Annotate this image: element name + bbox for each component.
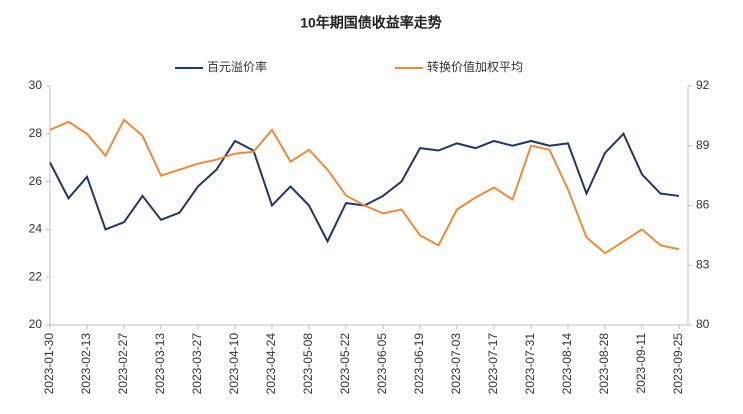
y-tick-label: 24 bbox=[29, 222, 43, 236]
legend-label: 百元溢价率 bbox=[207, 59, 267, 74]
y-tick-label: 28 bbox=[29, 126, 43, 140]
y2-tick-label: 86 bbox=[696, 198, 710, 212]
x-tick-label: 2023-03-13 bbox=[153, 333, 167, 395]
x-tick-label: 2023-08-28 bbox=[597, 333, 611, 395]
x-tick-label: 2023-02-27 bbox=[116, 333, 130, 395]
x-tick-label: 2023-05-08 bbox=[301, 333, 315, 395]
x-tick-label: 2023-08-14 bbox=[560, 333, 574, 395]
x-tick-label: 2023-07-17 bbox=[486, 333, 500, 395]
series-line bbox=[49, 132, 680, 244]
y-tick-label: 22 bbox=[29, 269, 43, 283]
legend-label: 转换价值加权平均 bbox=[427, 59, 523, 74]
x-tick-label: 2023-04-24 bbox=[264, 333, 278, 395]
y2-tick-label: 92 bbox=[696, 78, 710, 92]
x-tick-label: 2023-04-10 bbox=[227, 333, 241, 395]
y2-tick-label: 83 bbox=[696, 257, 710, 271]
x-tick-label: 2023-05-22 bbox=[338, 333, 352, 395]
x-tick-label: 2023-06-05 bbox=[375, 333, 389, 395]
chart-title: 10年期国债收益率走势 bbox=[300, 15, 442, 31]
x-tick-label: 2023-06-19 bbox=[412, 333, 426, 395]
x-tick-label: 2023-07-03 bbox=[449, 333, 463, 395]
y-tick-label: 20 bbox=[29, 317, 43, 331]
x-tick-label: 2023-01-30 bbox=[42, 333, 56, 395]
x-tick-label: 2023-09-25 bbox=[671, 333, 685, 395]
y-tick-label: 26 bbox=[29, 174, 43, 188]
x-tick-label: 2023-07-31 bbox=[523, 333, 537, 395]
y-tick-label: 30 bbox=[29, 78, 43, 92]
x-tick-label: 2023-02-13 bbox=[79, 333, 93, 395]
x-tick-label: 2023-09-11 bbox=[634, 333, 648, 394]
x-tick-label: 2023-03-27 bbox=[190, 333, 204, 395]
y2-tick-label: 80 bbox=[696, 317, 710, 331]
series-line bbox=[49, 118, 680, 255]
y2-tick-label: 89 bbox=[696, 138, 710, 152]
